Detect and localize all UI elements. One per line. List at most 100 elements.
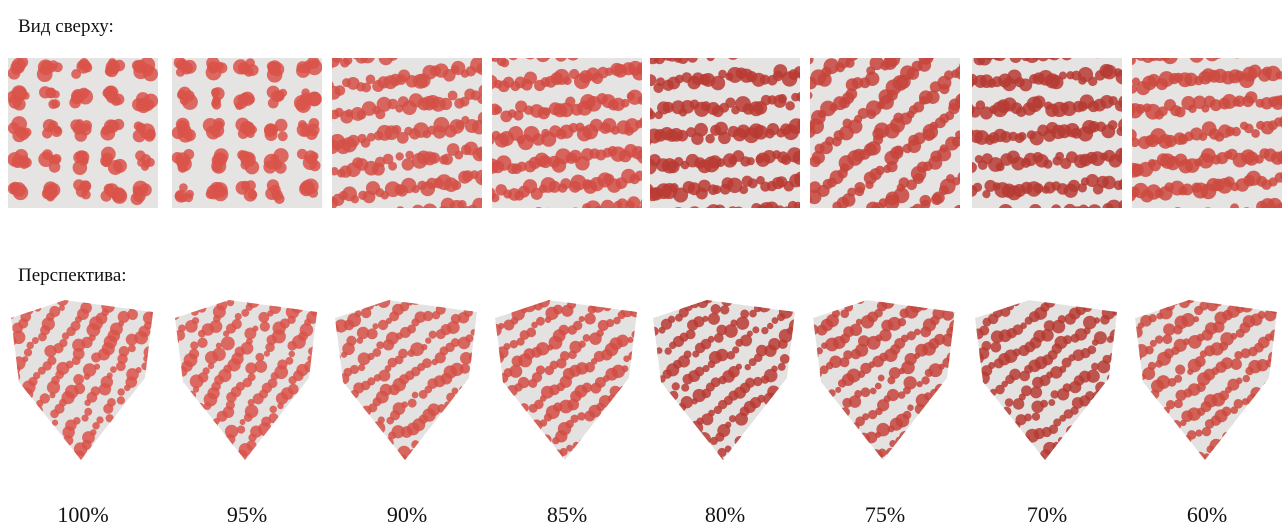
blob xyxy=(810,386,822,398)
blob xyxy=(928,220,946,238)
blob xyxy=(925,0,938,12)
blob xyxy=(172,152,184,164)
blob xyxy=(915,467,931,483)
blob xyxy=(817,289,832,304)
blob xyxy=(554,213,568,227)
blob xyxy=(486,413,497,424)
blob xyxy=(857,482,876,501)
blob xyxy=(311,407,328,424)
blob xyxy=(781,381,793,393)
blob xyxy=(663,8,675,20)
blob xyxy=(1112,209,1125,222)
blob xyxy=(944,447,960,463)
blob xyxy=(457,398,475,416)
blob xyxy=(940,238,950,248)
blob xyxy=(144,94,159,109)
blob xyxy=(943,383,952,392)
blob xyxy=(536,242,548,254)
blob xyxy=(793,373,806,386)
blob xyxy=(544,487,557,500)
blob xyxy=(40,461,57,478)
blob xyxy=(474,249,485,260)
blob xyxy=(770,291,781,302)
blob xyxy=(415,288,429,302)
blob xyxy=(911,229,929,247)
blob xyxy=(797,13,818,34)
blob xyxy=(586,41,603,58)
blob xyxy=(836,0,855,1)
blob xyxy=(131,431,144,444)
blob xyxy=(897,233,913,249)
blob xyxy=(289,401,303,415)
blob xyxy=(764,431,783,450)
blob xyxy=(586,21,596,31)
blob xyxy=(744,256,761,273)
blob xyxy=(483,228,493,238)
blob xyxy=(4,343,14,353)
blob xyxy=(840,519,856,529)
blob xyxy=(830,414,842,426)
blob xyxy=(435,268,453,286)
blob xyxy=(120,424,131,435)
blob xyxy=(432,37,447,52)
blob xyxy=(646,6,658,18)
blob xyxy=(599,444,614,459)
blob xyxy=(186,423,197,434)
blob xyxy=(791,18,805,32)
blob xyxy=(162,416,172,426)
blob xyxy=(825,459,838,472)
blob xyxy=(862,476,879,493)
blob xyxy=(803,437,814,448)
blob xyxy=(1051,22,1060,31)
blob xyxy=(672,34,685,47)
blob xyxy=(183,399,196,412)
blob xyxy=(479,367,491,379)
blob xyxy=(169,368,183,382)
blob xyxy=(594,0,610,14)
blob xyxy=(771,395,785,409)
blob xyxy=(619,227,632,240)
blob xyxy=(218,266,232,280)
blob xyxy=(808,39,821,52)
blob xyxy=(907,248,925,266)
blob xyxy=(321,114,333,126)
blob xyxy=(159,387,173,401)
blob xyxy=(1122,17,1133,28)
blob xyxy=(1120,0,1130,1)
blob xyxy=(696,232,712,248)
blob xyxy=(776,256,789,269)
blob xyxy=(802,41,815,54)
blob xyxy=(305,413,322,430)
blob xyxy=(849,232,860,243)
blob xyxy=(219,258,232,271)
blob xyxy=(455,35,466,46)
blob xyxy=(313,299,326,312)
blob xyxy=(818,210,840,232)
blob xyxy=(822,0,844,15)
blob xyxy=(399,473,410,484)
blob xyxy=(567,256,581,270)
blob xyxy=(1021,212,1034,225)
blob xyxy=(469,218,486,235)
blob xyxy=(507,5,520,18)
blob xyxy=(833,424,852,443)
blob xyxy=(342,240,358,256)
blob xyxy=(954,30,966,42)
blob xyxy=(607,42,616,51)
blob xyxy=(514,241,528,255)
blob xyxy=(825,22,846,43)
blob xyxy=(306,29,322,45)
blob xyxy=(281,9,294,22)
blob xyxy=(7,413,16,422)
blob xyxy=(1027,13,1043,29)
blob xyxy=(341,488,356,503)
blob xyxy=(182,488,201,507)
blob xyxy=(281,456,289,464)
blob xyxy=(378,0,389,8)
blob xyxy=(773,455,790,472)
blob xyxy=(240,152,255,167)
blob xyxy=(420,245,430,255)
blob xyxy=(254,249,264,259)
blob xyxy=(289,479,298,488)
blob xyxy=(904,24,926,46)
